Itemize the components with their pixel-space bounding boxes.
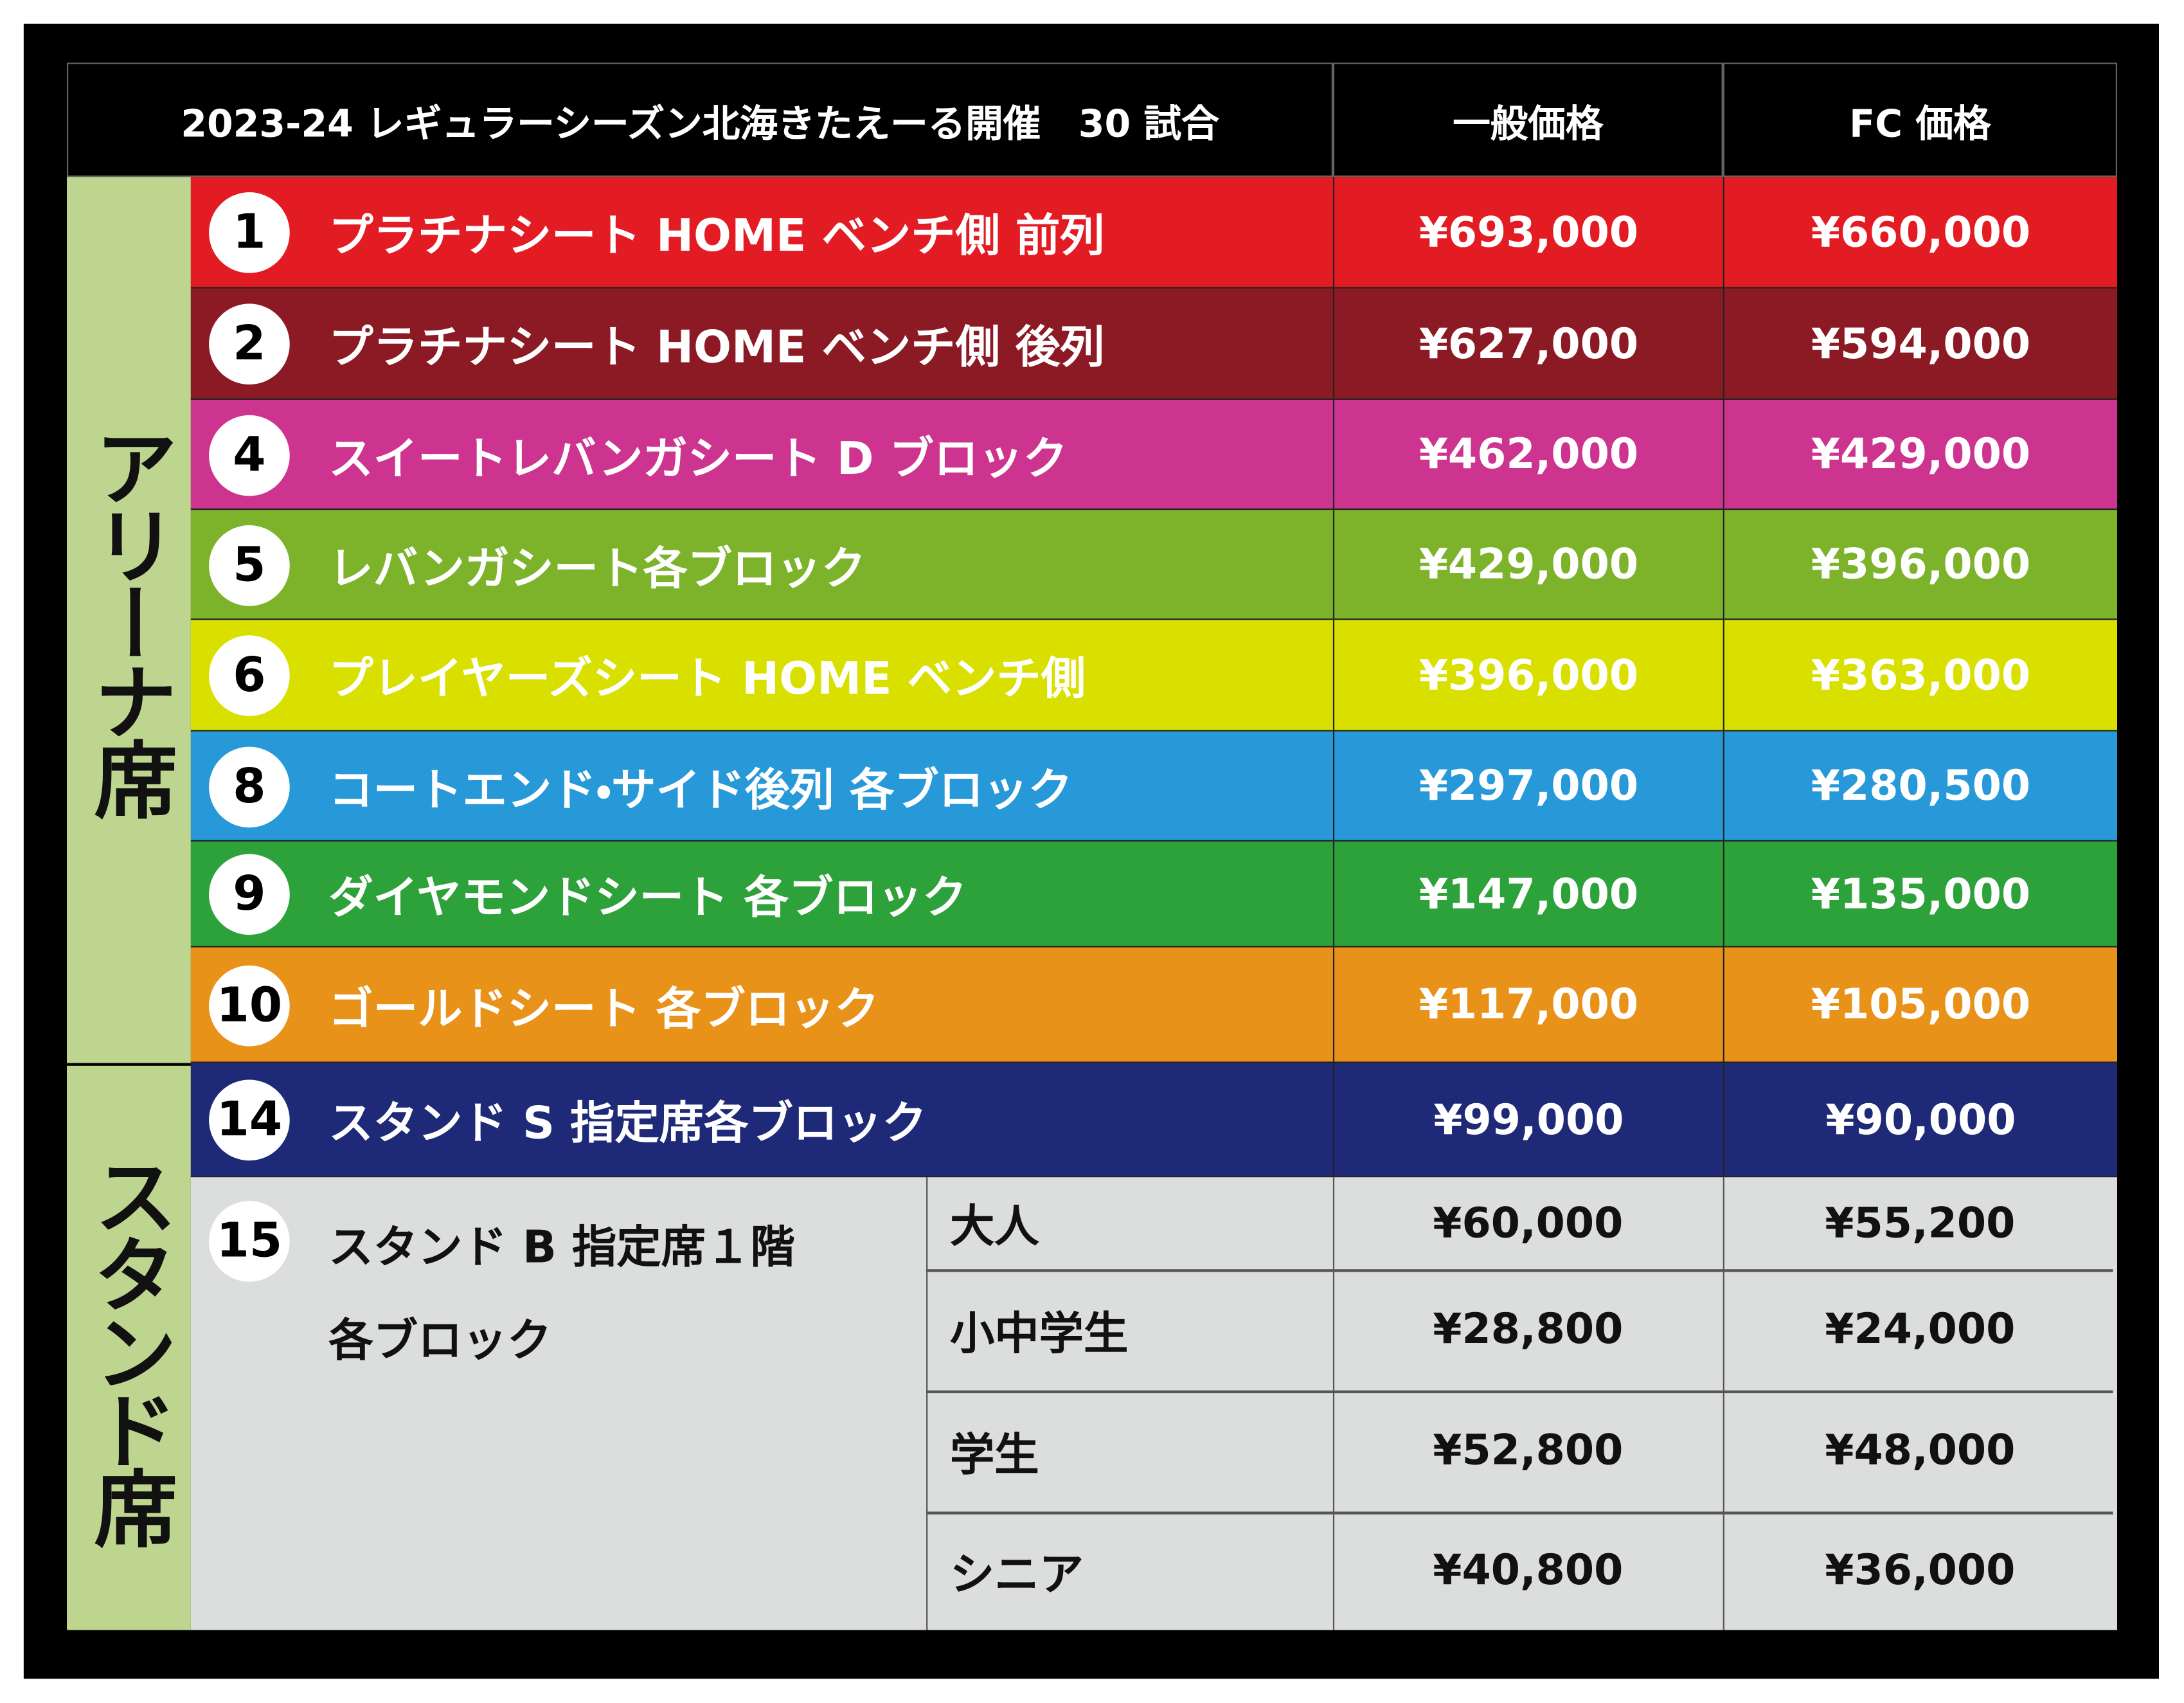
stand-b-bg xyxy=(190,1177,2117,1630)
seat-name: スタンド B 指定席１階 xyxy=(328,1220,795,1274)
row-bg xyxy=(190,620,2117,732)
row-number: 5 xyxy=(209,524,290,606)
fc-price: ¥90,000 xyxy=(1723,1063,2117,1178)
general-price: ¥40,800 xyxy=(1433,1546,1624,1596)
row-bg xyxy=(190,1063,2117,1178)
fc-price: ¥55,200 xyxy=(1825,1198,2016,1248)
fc-price: ¥396,000 xyxy=(1723,510,2117,620)
seat-name: コートエンド・サイド後列 各ブロック xyxy=(328,762,1073,816)
fc-price: ¥363,000 xyxy=(1723,620,2117,732)
divider xyxy=(926,1390,2113,1394)
divider xyxy=(926,1511,2113,1515)
general-price: ¥627,000 xyxy=(1332,288,1723,400)
row-number: 15 xyxy=(209,1201,290,1282)
row-bg xyxy=(190,510,2117,620)
general-price: ¥297,000 xyxy=(1332,731,1723,842)
row-number: 4 xyxy=(209,414,290,496)
seat-name: ダイヤモンドシート 各ブロック xyxy=(328,870,967,924)
seat-name: 各ブロック xyxy=(328,1313,552,1367)
header-fc: FC 価格 xyxy=(1723,62,2117,177)
general-price: ¥147,000 xyxy=(1332,841,1723,948)
divider xyxy=(1723,1177,1724,1630)
row-number: 14 xyxy=(209,1079,290,1161)
divider xyxy=(926,1177,928,1630)
row-number: 6 xyxy=(209,635,290,716)
section-label: アリーナ席 xyxy=(67,177,191,1063)
seat-name: プラチナシート HOME ベンチ側 前列 xyxy=(328,209,1105,262)
row-bg xyxy=(190,731,2117,842)
general-price: ¥99,000 xyxy=(1332,1063,1723,1178)
general-price: ¥693,000 xyxy=(1332,177,1723,289)
general-price: ¥28,800 xyxy=(1433,1305,1624,1355)
fc-price: ¥48,000 xyxy=(1825,1427,2016,1475)
row-bg xyxy=(190,841,2117,948)
divider xyxy=(926,1269,2113,1272)
general-price: ¥462,000 xyxy=(1332,399,1723,510)
tier-label: シニア xyxy=(949,1547,1084,1600)
tier-label: 小中学生 xyxy=(949,1306,1129,1360)
row-number: 10 xyxy=(209,964,290,1046)
seat-name: ゴールドシート 各ブロック xyxy=(328,981,879,1035)
fc-price: ¥660,000 xyxy=(1723,177,2117,289)
fc-price: ¥24,000 xyxy=(1825,1305,2016,1355)
row-bg xyxy=(190,947,2117,1063)
row-number: 2 xyxy=(209,303,290,385)
seat-name: スタンド S 指定席各ブロック xyxy=(328,1096,927,1149)
general-price: ¥52,800 xyxy=(1433,1427,1624,1475)
header-title: 2023-24 レギュラーシーズン北海きたえーる開催 30 試合 xyxy=(67,62,1333,177)
section-label: スタンド席 xyxy=(67,1065,191,1630)
row-number: 1 xyxy=(209,192,290,273)
row-bg xyxy=(190,177,2117,289)
fc-price: ¥135,000 xyxy=(1723,841,2117,948)
fc-price: ¥594,000 xyxy=(1723,288,2117,400)
tier-label: 学生 xyxy=(949,1427,1039,1481)
general-price: ¥396,000 xyxy=(1332,620,1723,732)
seat-name: レバンガシート各ブロック xyxy=(328,541,866,595)
header-general: 一般価格 xyxy=(1332,62,1723,177)
divider xyxy=(1332,1177,1335,1630)
fc-price: ¥280,500 xyxy=(1723,731,2117,842)
row-number: 8 xyxy=(209,746,290,827)
fc-price: ¥429,000 xyxy=(1723,399,2117,510)
fc-price: ¥36,000 xyxy=(1825,1546,2016,1596)
fc-price: ¥105,000 xyxy=(1723,947,2117,1063)
general-price: ¥429,000 xyxy=(1332,510,1723,620)
tier-label: 大人 xyxy=(949,1199,1039,1253)
seat-name: プレイヤーズシート HOME ベンチ側 xyxy=(328,652,1086,705)
general-price: ¥60,000 xyxy=(1433,1198,1624,1248)
row-number: 9 xyxy=(209,854,290,935)
row-bg xyxy=(190,288,2117,400)
seat-name: プラチナシート HOME ベンチ側 後列 xyxy=(328,320,1105,374)
general-price: ¥117,000 xyxy=(1332,947,1723,1063)
seat-name: スイートレバンガシート D ブロック xyxy=(328,431,1068,485)
row-bg xyxy=(190,399,2117,510)
